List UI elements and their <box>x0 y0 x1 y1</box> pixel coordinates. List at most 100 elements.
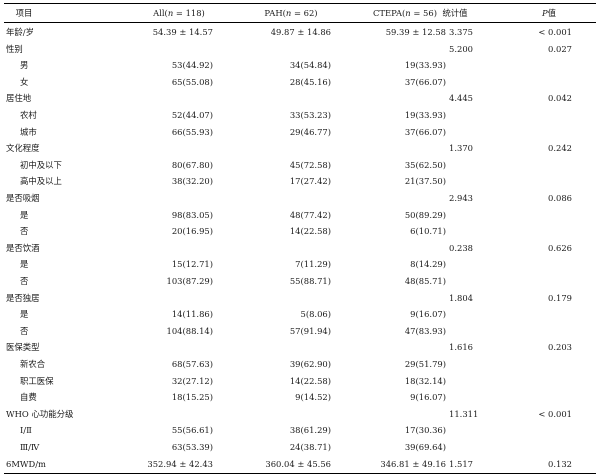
cell-stat: 1.370 <box>449 143 473 154</box>
cell-all: 52(44.07) <box>171 110 213 120</box>
row-label: 是否独居 <box>6 292 40 303</box>
row-label: 高中及以上 <box>20 176 62 187</box>
header-stat: 统计值 <box>442 8 468 18</box>
cell-stat: 3.375 <box>449 27 473 37</box>
cell-pah: 45(72.58) <box>289 159 331 170</box>
row-label: 年龄/岁 <box>6 27 34 37</box>
cell-pah: 14(22.58) <box>289 226 331 237</box>
cell-p: 0.242 <box>548 143 572 154</box>
cell-all: 65(55.08) <box>171 76 213 87</box>
table-row: 否 104(88.14) 57(91.94) 47(83.93) <box>4 322 596 340</box>
cell-all: 98(83.05) <box>171 209 213 220</box>
table-row: 年龄/岁 54.39 ± 14.57 49.87 ± 14.86 59.39 ± 12… <box>4 23 596 41</box>
cell-p: 0.179 <box>548 292 572 303</box>
row-label: 自费 <box>20 392 37 403</box>
row-label: 职工医保 <box>20 375 54 386</box>
cell-ctepa: 19(33.93) <box>404 110 446 120</box>
cell-all: 63(53.39) <box>171 442 213 452</box>
cell-pah: 17(27.42) <box>289 176 331 187</box>
cell-pah: 39(62.90) <box>289 359 331 369</box>
cell-all: 18(15.25) <box>171 392 213 403</box>
cell-ctepa: 59.39 ± 12.58 <box>385 27 446 37</box>
header-p: P值 <box>541 8 556 18</box>
cell-pah: 14(22.58) <box>289 375 331 386</box>
header-all: All(n = 118) <box>153 8 205 18</box>
header-rule <box>4 22 596 23</box>
table-row: 是否饮酒 0.238 0.626 <box>4 239 596 257</box>
row-label: 否 <box>20 276 29 286</box>
table-row: 女 65(55.08) 28(45.16) 37(66.07) <box>4 73 596 91</box>
row-label: 是 <box>20 309 29 320</box>
row-label: 否 <box>20 226 29 237</box>
cell-all: 15(12.71) <box>171 259 213 270</box>
cell-pah: 7(11.29) <box>295 259 331 270</box>
table-row: 是 14(11.86) 5(8.06) 9(16.07) <box>4 305 596 323</box>
header-pah: PAH(n = 62) <box>264 8 318 18</box>
row-label: 文化程度 <box>6 143 40 154</box>
table-row: 城市 66(55.93) 29(46.77) 37(66.07) <box>4 123 596 141</box>
cell-pah: 29(46.77) <box>289 126 331 137</box>
table-row: 性别 5.200 0.027 <box>4 40 596 58</box>
row-label: 女 <box>20 76 29 87</box>
cell-p: 0.027 <box>548 43 572 54</box>
cell-p: < 0.001 <box>538 27 572 37</box>
table-row: 是 15(12.71) 7(11.29) 8(14.29) <box>4 255 596 273</box>
row-label: 是否吸烟 <box>6 193 40 203</box>
table-row: WHO 心功能分级 11.311 < 0.001 <box>4 405 596 423</box>
cell-ctepa: 19(33.93) <box>404 60 446 71</box>
cell-stat: 1.616 <box>449 342 473 353</box>
cell-stat: 5.200 <box>449 43 473 54</box>
cell-ctepa: 9(16.07) <box>410 392 446 403</box>
table-row: 新农合 68(57.63) 39(62.90) 29(51.79) <box>4 355 596 373</box>
row-label: 是 <box>20 209 29 220</box>
cell-ctepa: 6(10.71) <box>410 226 446 237</box>
cell-pah: 9(14.52) <box>295 392 331 403</box>
row-label: Ⅲ/Ⅳ <box>20 442 40 452</box>
cell-ctepa: 9(16.07) <box>410 309 446 320</box>
table-row: 高中及以上 38(32.20) 17(27.42) 21(37.50) <box>4 172 596 190</box>
cell-all: 14(11.86) <box>171 309 213 320</box>
cell-all: 54.39 ± 14.57 <box>152 27 213 37</box>
cell-pah: 33(53.23) <box>289 110 331 120</box>
cell-all: 38(32.20) <box>171 176 213 187</box>
cell-all: 53(44.92) <box>171 60 213 71</box>
cell-ctepa: 50(89.29) <box>404 209 446 220</box>
cell-pah: 28(45.16) <box>289 76 331 87</box>
cell-ctepa: 8(14.29) <box>410 259 446 270</box>
cell-pah: 360.04 ± 45.56 <box>265 458 331 469</box>
cell-all: 104(88.14) <box>166 325 214 336</box>
cell-ctepa: 47(83.93) <box>404 325 446 336</box>
cell-ctepa: 29(51.79) <box>404 359 446 369</box>
cell-p: 0.203 <box>548 342 572 353</box>
cell-ctepa: 48(85.71) <box>404 276 446 286</box>
cell-all: 20(16.95) <box>171 226 213 237</box>
cell-stat: 2.943 <box>449 193 473 203</box>
cell-p: 0.086 <box>548 193 572 203</box>
cell-stat: 1.804 <box>449 292 473 303</box>
header-item: 项目 <box>15 8 33 18</box>
header-ctepa: CTEPA(n = 56) <box>373 8 437 18</box>
table-row: 自费 18(15.25) 9(14.52) 9(16.07) <box>4 388 596 406</box>
table-row: 否 20(16.95) 14(22.58) 6(10.71) <box>4 222 596 240</box>
top-rule <box>4 3 596 5</box>
cell-p: 0.132 <box>548 458 572 469</box>
cell-all: 68(57.63) <box>171 359 213 369</box>
row-label: 初中及以下 <box>20 159 62 170</box>
table-row: Ⅲ/Ⅳ 63(53.39) 24(38.71) 39(69.64) <box>4 438 596 456</box>
cell-all: 80(67.80) <box>171 159 213 170</box>
row-label: WHO 心功能分级 <box>6 408 74 419</box>
cell-p: 0.626 <box>548 242 572 253</box>
row-label: Ⅰ/Ⅱ <box>20 425 32 436</box>
table-row: 否 103(87.29) 55(88.71) 48(85.71) <box>4 272 596 290</box>
cell-ctepa: 37(66.07) <box>404 76 446 87</box>
cell-all: 103(87.29) <box>166 276 214 286</box>
cell-pah: 5(8.06) <box>300 309 331 320</box>
cell-ctepa: 18(32.14) <box>404 375 446 386</box>
cell-all: 352.94 ± 42.43 <box>147 458 213 469</box>
cell-ctepa: 21(37.50) <box>404 176 446 187</box>
row-label: 6MWD/m <box>6 458 46 469</box>
cell-stat: 4.445 <box>449 93 473 104</box>
cell-ctepa: 346.81 ± 49.16 <box>380 458 446 469</box>
cell-all: 32(27.12) <box>171 375 213 386</box>
table-row: 是否吸烟 2.943 0.086 <box>4 189 596 207</box>
